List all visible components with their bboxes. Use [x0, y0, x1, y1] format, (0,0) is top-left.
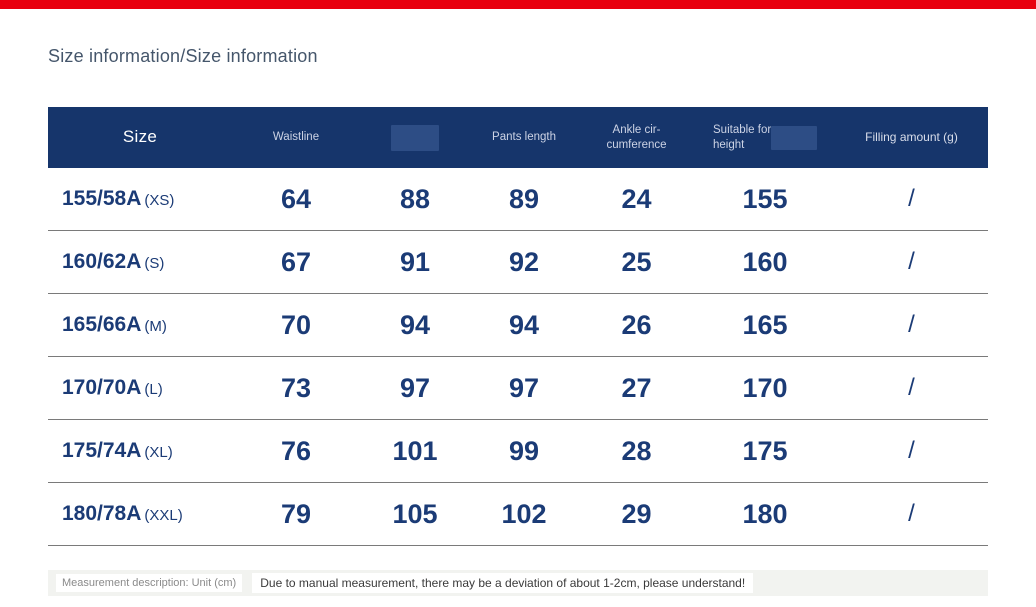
size-cell: 180/78A (XXL) [48, 502, 232, 526]
pants-length-cell: 99 [508, 435, 540, 466]
col3-cell: 105 [392, 498, 438, 529]
size-value: 155/58A [62, 187, 142, 210]
filling-cell: / [908, 500, 915, 527]
pants-length-cell: 94 [508, 309, 540, 340]
pants-length-cell: 92 [508, 246, 540, 277]
height-cell: 160 [742, 246, 788, 277]
filling-cell: / [908, 185, 915, 212]
filling-cell: / [908, 374, 915, 401]
waistline-cell: 67 [280, 246, 312, 277]
height-cell: 165 [742, 309, 788, 340]
header-pants-length: Pants length [492, 131, 556, 144]
size-cell: 160/62A (S) [48, 250, 232, 274]
table-row: 160/62A (S) 67 91 92 25 160 / [48, 231, 988, 294]
col3-cell: 91 [399, 246, 431, 277]
size-tag: (XL) [144, 444, 173, 461]
size-value: 165/66A [62, 313, 142, 336]
header-waistline: Waistline [272, 131, 320, 144]
table-row: 175/74A (XL) 76 101 99 28 175 / [48, 420, 988, 483]
header-ankle-circumference: Ankle cir- cumference [606, 123, 667, 151]
filling-cell: / [908, 437, 915, 464]
ankle-cell: 29 [621, 498, 652, 529]
header-size: Size [122, 127, 158, 147]
ankle-cell: 27 [621, 372, 652, 403]
deviation-note: Due to manual measurement, there may be … [252, 573, 754, 593]
ankle-cell: 26 [621, 309, 652, 340]
size-tag: (XXL) [144, 507, 183, 524]
size-cell: 175/74A (XL) [48, 439, 232, 463]
waistline-cell: 73 [280, 372, 312, 403]
waistline-cell: 79 [280, 498, 312, 529]
col3-cell: 94 [399, 309, 431, 340]
ankle-cell: 25 [621, 246, 652, 277]
redacted-block [391, 124, 439, 151]
height-cell: 175 [742, 435, 788, 466]
size-cell: 170/70A (L) [48, 376, 232, 400]
measurement-description-note: Measurement description: Unit (cm) [56, 574, 243, 592]
pants-length-cell: 89 [508, 183, 540, 214]
size-cell: 155/58A (XS) [48, 187, 232, 211]
ankle-cell: 24 [621, 183, 652, 214]
col3-cell: 88 [399, 183, 431, 214]
height-cell: 180 [742, 498, 788, 529]
size-value: 170/70A [62, 376, 142, 399]
header-filling-amount: Filling amount (g) [865, 129, 958, 144]
table-row: 180/78A (XXL) 79 105 102 29 180 / [48, 483, 988, 546]
waistline-cell: 76 [280, 435, 312, 466]
header-suitable-height: Suitable for height [695, 123, 835, 153]
top-accent-bar [0, 0, 1036, 9]
filling-cell: / [908, 248, 915, 275]
header-suitable-height-label: Suitable for height [713, 123, 772, 151]
size-tag: (L) [144, 381, 163, 398]
height-cell: 170 [742, 372, 788, 403]
ankle-cell: 28 [621, 435, 652, 466]
pants-length-cell: 102 [501, 498, 547, 529]
size-value: 180/78A [62, 502, 142, 525]
redacted-block [771, 125, 817, 150]
pants-length-cell: 97 [508, 372, 540, 403]
size-tag: (M) [144, 318, 167, 335]
page-title: Size information/Size information [48, 46, 318, 66]
waistline-cell: 64 [280, 183, 312, 214]
height-cell: 155 [742, 183, 788, 214]
table-row: 170/70A (L) 73 97 97 27 170 / [48, 357, 988, 420]
size-table: Size Waistline Pants length Ankle cir- c… [48, 107, 988, 546]
table-row: 165/66A (M) 70 94 94 26 165 / [48, 294, 988, 357]
size-tag: (XS) [144, 192, 175, 209]
table-header-row: Size Waistline Pants length Ankle cir- c… [48, 107, 988, 168]
footer-notes: Measurement description: Unit (cm) Due t… [48, 570, 988, 596]
filling-cell: / [908, 311, 915, 338]
size-value: 160/62A [62, 250, 142, 273]
table-row: 155/58A (XS) 64 88 89 24 155 / [48, 168, 988, 231]
col3-cell: 97 [399, 372, 431, 403]
waistline-cell: 70 [280, 309, 312, 340]
size-tag: (S) [144, 255, 165, 272]
col3-cell: 101 [392, 435, 438, 466]
size-cell: 165/66A (M) [48, 313, 232, 337]
size-value: 175/74A [62, 439, 142, 462]
